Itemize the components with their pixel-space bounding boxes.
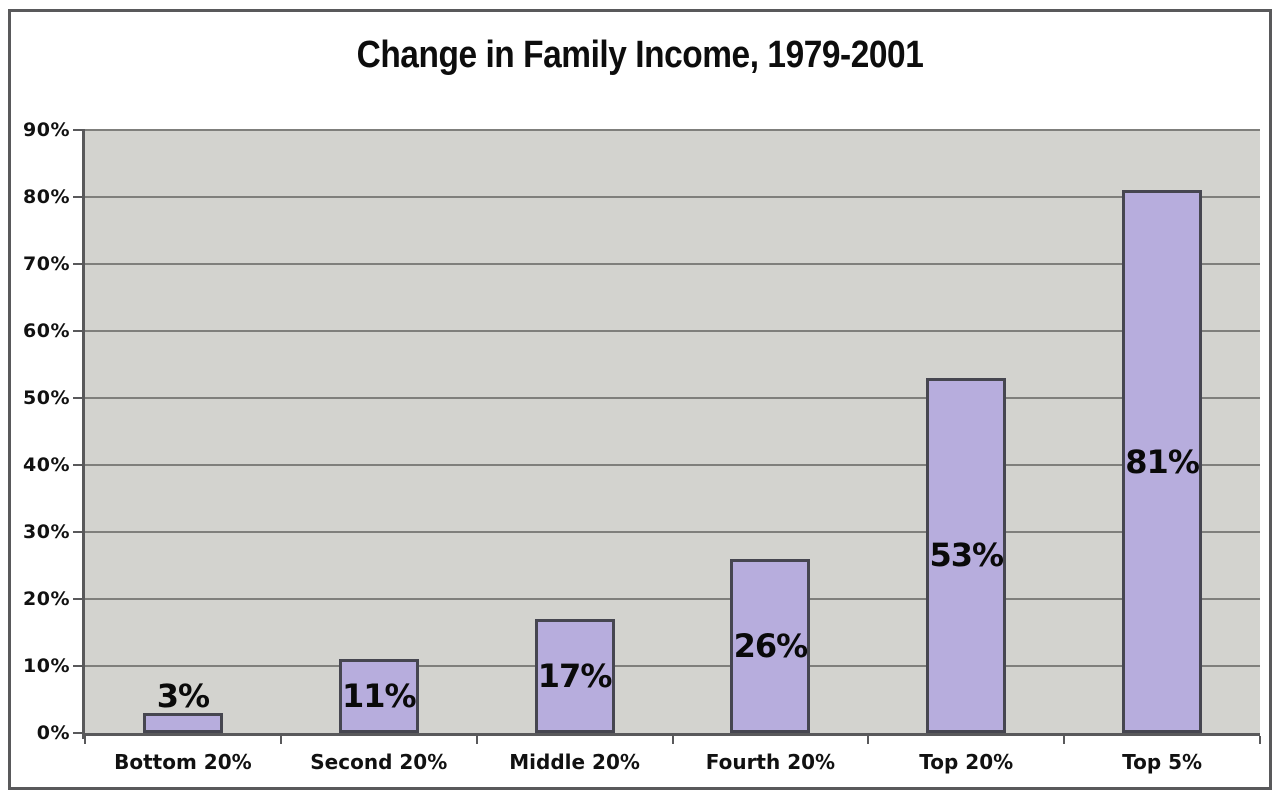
y-axis-tick xyxy=(73,598,85,600)
y-tick-label: 50% xyxy=(23,387,70,409)
bar xyxy=(1122,190,1203,733)
x-tick-label: Fourth 20% xyxy=(705,750,836,774)
x-axis-tick xyxy=(671,736,674,744)
bar xyxy=(338,659,419,733)
x-axis-tick xyxy=(279,736,282,744)
plot-area xyxy=(85,130,1260,733)
gridline xyxy=(85,531,1260,533)
x-tick-label: Bottom 20% xyxy=(114,750,252,774)
bar-value-label: 26% xyxy=(733,626,809,665)
x-axis-tick xyxy=(867,736,870,744)
x-axis-tick xyxy=(84,736,86,744)
y-tick-label: 80% xyxy=(23,186,70,208)
bar-value-label: 11% xyxy=(341,677,417,716)
y-tick-label: 20% xyxy=(23,588,70,610)
y-tick-label: 70% xyxy=(23,253,70,275)
y-axis-line xyxy=(82,130,85,739)
gridline xyxy=(85,665,1260,667)
bar xyxy=(142,712,223,733)
y-axis-tick xyxy=(73,330,85,332)
y-axis-tick xyxy=(73,665,85,667)
y-tick-label: 30% xyxy=(23,521,70,543)
y-axis-tick xyxy=(73,196,85,198)
y-axis-tick xyxy=(73,263,85,265)
bar xyxy=(534,619,615,733)
gridline xyxy=(85,464,1260,466)
bar-value-label: 17% xyxy=(537,657,613,696)
bar-value-label: 3% xyxy=(156,676,210,715)
bar-value-label: 81% xyxy=(1125,442,1200,481)
x-axis-tick xyxy=(1259,736,1261,744)
y-axis-tick xyxy=(73,531,85,533)
y-tick-label: 10% xyxy=(23,655,70,677)
gridline xyxy=(85,263,1260,265)
x-axis-tick xyxy=(1063,736,1066,744)
y-axis-tick xyxy=(73,397,85,399)
bar-value-label: 53% xyxy=(929,536,1004,575)
chart-title: Change in Family Income, 1979-2001 xyxy=(356,34,924,76)
y-tick-label: 40% xyxy=(23,454,70,476)
gridline xyxy=(85,129,1260,131)
y-axis-tick xyxy=(73,464,85,466)
x-tick-label: Top 20% xyxy=(919,750,1014,774)
gridline xyxy=(85,196,1260,198)
gridline xyxy=(85,330,1260,332)
y-tick-label: 60% xyxy=(23,320,70,342)
x-axis-tick xyxy=(475,736,478,744)
bar xyxy=(730,558,811,733)
x-axis-line xyxy=(82,733,1260,736)
y-tick-label: 90% xyxy=(23,119,70,141)
bar xyxy=(926,377,1007,733)
y-axis-tick xyxy=(73,732,85,734)
y-axis-tick xyxy=(73,129,85,131)
x-tick-label: Second 20% xyxy=(310,750,448,774)
y-tick-label: 0% xyxy=(36,722,70,744)
gridline xyxy=(85,397,1260,399)
gridline xyxy=(85,598,1260,600)
x-tick-label: Top 5% xyxy=(1122,750,1203,774)
x-tick-label: Middle 20% xyxy=(509,750,640,774)
